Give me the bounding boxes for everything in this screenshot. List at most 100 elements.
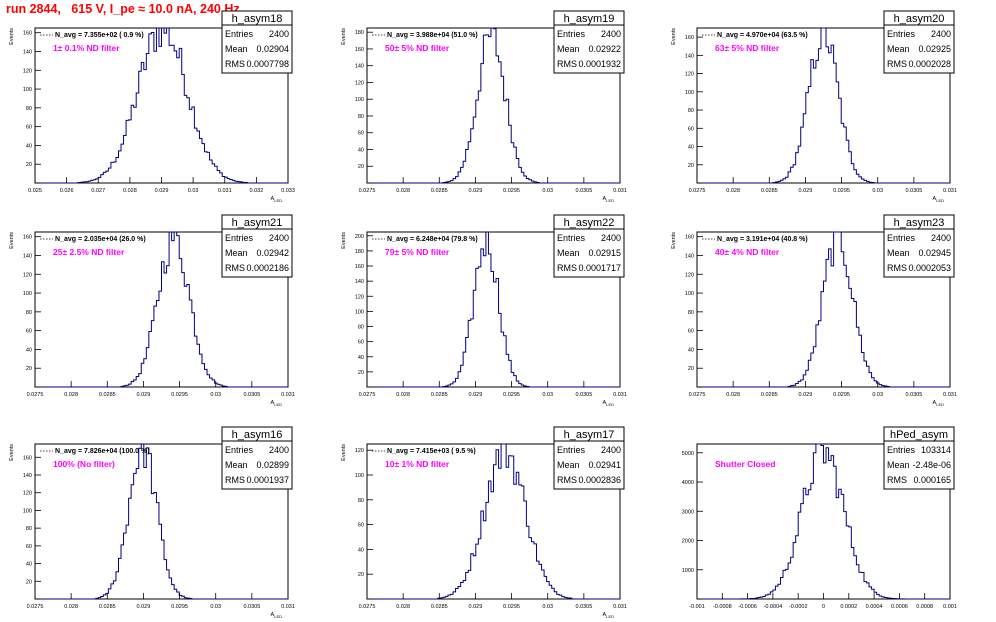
y-tick-label: 40 bbox=[26, 143, 32, 149]
x-tick-label: 0.028 bbox=[396, 604, 410, 610]
x-tick-label: 0.0295 bbox=[171, 604, 188, 610]
x-tick-label: 0.03 bbox=[542, 188, 553, 194]
y-tick-label: 60 bbox=[26, 125, 32, 131]
x-tick-label: 0.03 bbox=[210, 604, 221, 610]
y-tick-label: 40 bbox=[688, 347, 694, 353]
y-tick-label: 80 bbox=[358, 114, 364, 120]
x-tick-label: 0.031 bbox=[281, 604, 295, 610]
x-tick-label: 0.0008 bbox=[916, 604, 933, 610]
y-tick-label: 140 bbox=[23, 49, 32, 55]
stats-box: h_asym22 Entries 2400 Mean 0.02915 RMS 0.00017… bbox=[553, 214, 625, 278]
stats-box-frame bbox=[553, 214, 625, 278]
histogram-name: h_asym18 bbox=[232, 13, 283, 25]
histogram-name: h_asym21 bbox=[232, 217, 283, 229]
x-tick-label: 0.028 bbox=[64, 392, 78, 398]
stats-box: h_asym16 Entries 2400 Mean 0.02899 RMS 0.00019… bbox=[221, 426, 293, 490]
y-tick-label: 40 bbox=[358, 355, 364, 361]
stats-value-mean: -2.48e-06 bbox=[912, 460, 951, 470]
stats-label-rms: RMS bbox=[887, 263, 907, 273]
stats-value-mean: 0.02904 bbox=[256, 44, 289, 54]
y-tick-label: 140 bbox=[685, 253, 694, 259]
navg-label: N_avg = 7.355e+02 ( 0.9 %) bbox=[55, 32, 144, 39]
histogram-line bbox=[697, 443, 950, 600]
y-axis-title: Events bbox=[9, 444, 15, 461]
stats-label-entries: Entries bbox=[225, 29, 254, 39]
y-tick-label: 60 bbox=[26, 329, 32, 335]
stats-label-rms: RMS bbox=[557, 263, 577, 273]
x-tick-label: 0.0305 bbox=[243, 392, 260, 398]
y-tick-label: 60 bbox=[26, 544, 32, 550]
x-tick-label: 0.028 bbox=[396, 392, 410, 398]
x-tick-label: -0.0008 bbox=[713, 604, 732, 610]
stats-value-rms: 0.000165 bbox=[913, 475, 951, 485]
histogram-panel-h_asym17: 0.0275 0.028 0.0285 0.029 0.0295 0.03 0.0305 0.… bbox=[341, 426, 627, 619]
stats-label-mean: Mean bbox=[557, 460, 580, 470]
stats-label-mean: Mean bbox=[557, 248, 580, 258]
stats-value-rms: 0.0001932 bbox=[578, 59, 621, 69]
y-tick-label: 20 bbox=[358, 164, 364, 170]
y-tick-label: 20 bbox=[26, 366, 32, 372]
filter-annotation: 63± 5% ND filter bbox=[715, 43, 780, 53]
x-tick-label: 0.0305 bbox=[243, 604, 260, 610]
stats-value-mean: 0.02925 bbox=[918, 44, 951, 54]
histogram-name: h_asym17 bbox=[564, 429, 615, 441]
x-tick-label: -0.0002 bbox=[789, 604, 808, 610]
stats-box: h_asym18 Entries 2400 Mean 0.02904 RMS 0.00077… bbox=[221, 10, 293, 74]
x-tick-label: 0.03 bbox=[542, 392, 553, 398]
stats-value-entries: 2400 bbox=[601, 445, 621, 455]
histogram-line bbox=[35, 443, 288, 600]
x-tick-label: 0.0305 bbox=[575, 188, 592, 194]
stats-box: hPed_asym Entries 103314 Mean -2.48e-06 RMS 0.… bbox=[883, 426, 955, 490]
x-tick-label: 0.0275 bbox=[359, 604, 376, 610]
y-tick-label: 40 bbox=[26, 347, 32, 353]
y-tick-label: 4000 bbox=[682, 480, 694, 486]
y-tick-label: 5000 bbox=[682, 451, 694, 457]
x-tick-label: 0.025 bbox=[28, 188, 42, 194]
histogram-name: h_asym20 bbox=[894, 13, 945, 25]
y-tick-label: 60 bbox=[358, 340, 364, 346]
histogram-name: h_asym19 bbox=[564, 13, 615, 25]
y-tick-label: 120 bbox=[23, 491, 32, 497]
stats-box-frame bbox=[221, 10, 293, 74]
y-axis-title: Events bbox=[671, 232, 677, 249]
x-tick-label: 0.029 bbox=[799, 392, 813, 398]
x-tick-label: 0.029 bbox=[137, 604, 151, 610]
histogram-line bbox=[35, 231, 288, 388]
y-tick-label: 160 bbox=[685, 35, 694, 41]
stats-box: h_asym21 Entries 2400 Mean 0.02942 RMS 0.00021… bbox=[221, 214, 293, 278]
stats-label-mean: Mean bbox=[887, 460, 910, 470]
x-tick-label: 0.028 bbox=[123, 188, 137, 194]
stats-value-mean: 0.02945 bbox=[918, 248, 951, 258]
x-tick-label: 0 bbox=[822, 604, 825, 610]
y-tick-label: 100 bbox=[23, 87, 32, 93]
stats-value-mean: 0.02941 bbox=[588, 460, 621, 470]
x-tick-label: 0.031 bbox=[281, 392, 295, 398]
x-axis-title: ALED bbox=[603, 400, 615, 407]
stats-label-entries: Entries bbox=[225, 445, 254, 455]
y-axis-title: Events bbox=[341, 444, 347, 461]
x-tick-label: 0.0305 bbox=[905, 392, 922, 398]
navg-label: N_avg = 2.035e+04 (26.0 %) bbox=[55, 236, 146, 243]
x-axis-title: ALED bbox=[271, 612, 283, 619]
stats-box-frame bbox=[553, 10, 625, 74]
stats-value-mean: 0.02942 bbox=[256, 248, 289, 258]
stats-box-frame bbox=[883, 10, 955, 74]
stats-value-rms: 0.0001937 bbox=[246, 475, 289, 485]
histogram-panel-h_asym23: 0.0275 0.028 0.0285 0.029 0.0295 0.03 0.0305 0.… bbox=[671, 214, 957, 407]
plot-frame bbox=[366, 443, 621, 600]
stats-box: h_asym20 Entries 2400 Mean 0.02925 RMS 0.00020… bbox=[883, 10, 955, 74]
stats-value-entries: 2400 bbox=[931, 29, 951, 39]
stats-label-mean: Mean bbox=[225, 460, 248, 470]
stats-box: h_asym19 Entries 2400 Mean 0.02922 RMS 0.00019… bbox=[553, 10, 625, 74]
x-tick-label: 0.031 bbox=[613, 188, 627, 194]
y-tick-label: 100 bbox=[23, 291, 32, 297]
stats-label-rms: RMS bbox=[557, 475, 577, 485]
x-axis-title: ALED bbox=[271, 400, 283, 407]
stats-box: h_asym23 Entries 2400 Mean 0.02945 RMS 0.00020… bbox=[883, 214, 955, 278]
stats-box-frame bbox=[883, 426, 955, 490]
y-tick-label: 60 bbox=[358, 523, 364, 529]
stats-value-entries: 2400 bbox=[269, 445, 289, 455]
stats-box: h_asym17 Entries 2400 Mean 0.02941 RMS 0.00028… bbox=[553, 426, 625, 490]
x-tick-label: 0.03 bbox=[872, 188, 883, 194]
stats-box-frame bbox=[221, 214, 293, 278]
